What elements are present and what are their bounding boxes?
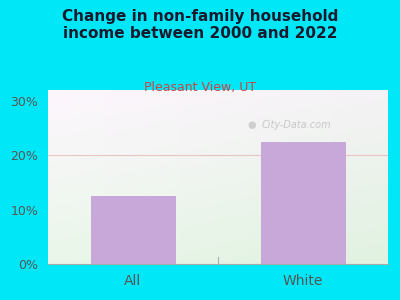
Text: City-Data.com: City-Data.com <box>261 120 331 130</box>
Text: ●: ● <box>248 120 256 130</box>
Text: Change in non-family household
income between 2000 and 2022: Change in non-family household income be… <box>62 9 338 41</box>
Bar <box>260 142 346 264</box>
Bar <box>90 196 176 264</box>
Text: Pleasant View, UT: Pleasant View, UT <box>144 81 256 94</box>
